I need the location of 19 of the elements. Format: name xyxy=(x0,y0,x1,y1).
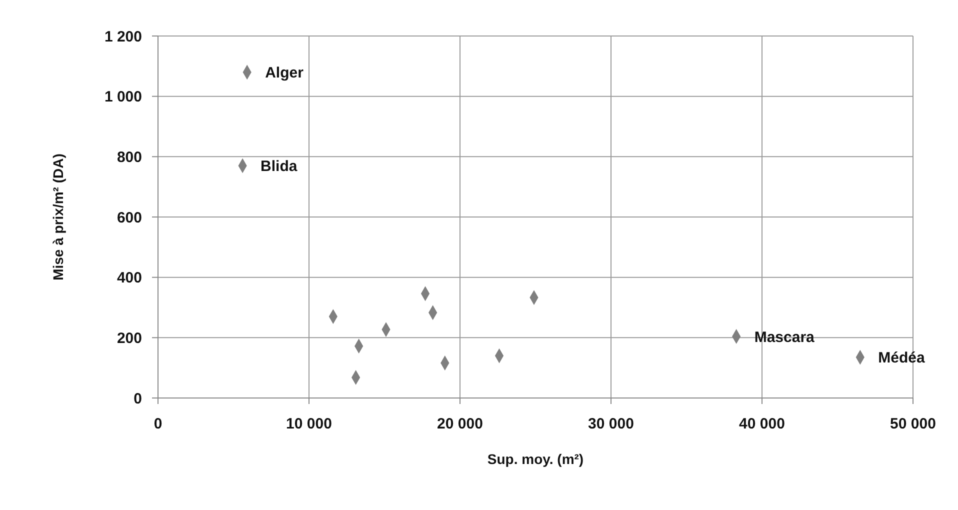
annotation: Alger xyxy=(265,64,304,82)
x-tick-label: 40 000 xyxy=(739,416,785,433)
y-tick-label: 800 xyxy=(116,148,142,166)
annotation: Blida xyxy=(260,158,298,176)
y-tick-label: 600 xyxy=(116,209,142,226)
y-tick-label: 1 000 xyxy=(104,88,142,106)
x-tick-label: 50 000 xyxy=(890,416,936,433)
annotation: Médéa xyxy=(878,350,926,367)
y-axis-title: Mise à prix/m² (DA) xyxy=(50,154,66,280)
x-axis-title: Sup. moy. (m²) xyxy=(487,451,584,467)
y-tick-label: 200 xyxy=(116,330,142,347)
y-tick-label: 400 xyxy=(116,270,142,287)
y-tick-label: 0 xyxy=(134,390,142,408)
x-tick-label: 0 xyxy=(154,416,162,433)
x-tick-label: 10 000 xyxy=(286,416,332,433)
annotation: Mascara xyxy=(754,328,816,346)
x-tick-label: 20 000 xyxy=(437,416,483,433)
y-tick-label: 1 200 xyxy=(104,28,142,46)
x-tick-label: 30 000 xyxy=(588,416,634,433)
